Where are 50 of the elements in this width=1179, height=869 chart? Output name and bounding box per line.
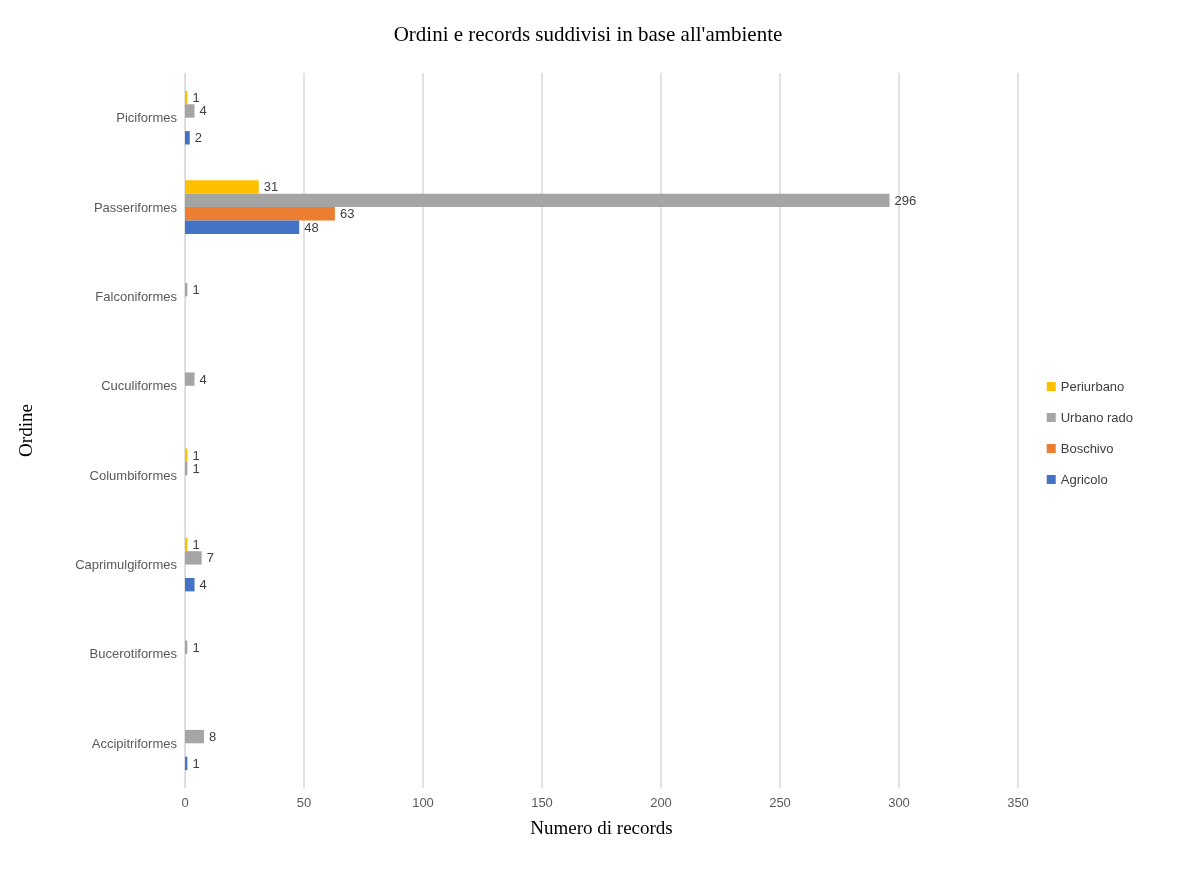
data-label: 1 bbox=[192, 460, 200, 476]
x-tick-label: 300 bbox=[888, 795, 910, 810]
x-tick-label: 200 bbox=[650, 795, 672, 810]
y-tick-label: Piciformes bbox=[116, 110, 178, 126]
data-label: 8 bbox=[209, 729, 217, 745]
data-label: 1 bbox=[192, 90, 200, 106]
data-label: 31 bbox=[263, 179, 279, 195]
y-axis-title: Ordine bbox=[15, 404, 36, 457]
legend-label: Urbano rado bbox=[1060, 410, 1134, 425]
x-tick-label: 250 bbox=[769, 795, 791, 810]
x-tick-label: 150 bbox=[531, 795, 553, 810]
bar bbox=[185, 577, 195, 592]
x-tick-label: 50 bbox=[296, 795, 312, 810]
x-tick-label: 100 bbox=[412, 795, 434, 810]
data-label: 296 bbox=[894, 192, 917, 208]
data-label: 1 bbox=[192, 447, 200, 463]
bar bbox=[185, 207, 335, 221]
x-tick-label: 0 bbox=[181, 795, 189, 810]
y-tick-label: Falconiformes bbox=[95, 288, 178, 304]
data-label: 1 bbox=[192, 536, 200, 552]
data-label: 48 bbox=[304, 219, 319, 235]
x-axis-title: Numero di records bbox=[530, 817, 673, 838]
y-tick-label: Cuculiformes bbox=[101, 378, 178, 394]
legend-label: Boschivo bbox=[1060, 441, 1114, 456]
y-tick-label: Bucerotiformes bbox=[89, 646, 178, 662]
data-label: 4 bbox=[199, 103, 207, 119]
bar bbox=[185, 131, 190, 145]
chart-title: Ordini e records suddivisi in base all'ambiente bbox=[393, 21, 783, 46]
bar bbox=[185, 372, 195, 386]
data-label: 4 bbox=[199, 371, 207, 387]
data-label: 4 bbox=[199, 577, 207, 593]
bar bbox=[185, 193, 890, 208]
y-tick-label: Passeriformes bbox=[93, 199, 178, 215]
bar bbox=[185, 104, 195, 118]
bar bbox=[185, 729, 205, 744]
bar bbox=[185, 180, 259, 194]
data-label: 1 bbox=[192, 639, 200, 655]
y-tick-label: Columbiformes bbox=[89, 467, 178, 483]
legend-label: Periurbano bbox=[1060, 379, 1125, 394]
data-label: 2 bbox=[194, 130, 202, 146]
y-tick-label: Caprimulgiformes bbox=[75, 557, 178, 573]
bar bbox=[185, 551, 202, 565]
data-label: 63 bbox=[339, 206, 355, 222]
data-label: 7 bbox=[206, 550, 214, 566]
y-tick-label: Accipitriformes bbox=[91, 735, 178, 751]
bar bbox=[185, 220, 300, 234]
legend-label: Agricolo bbox=[1060, 472, 1108, 487]
x-tick-label: 350 bbox=[1007, 795, 1029, 810]
data-label: 1 bbox=[192, 282, 200, 298]
data-label: 1 bbox=[192, 755, 200, 771]
